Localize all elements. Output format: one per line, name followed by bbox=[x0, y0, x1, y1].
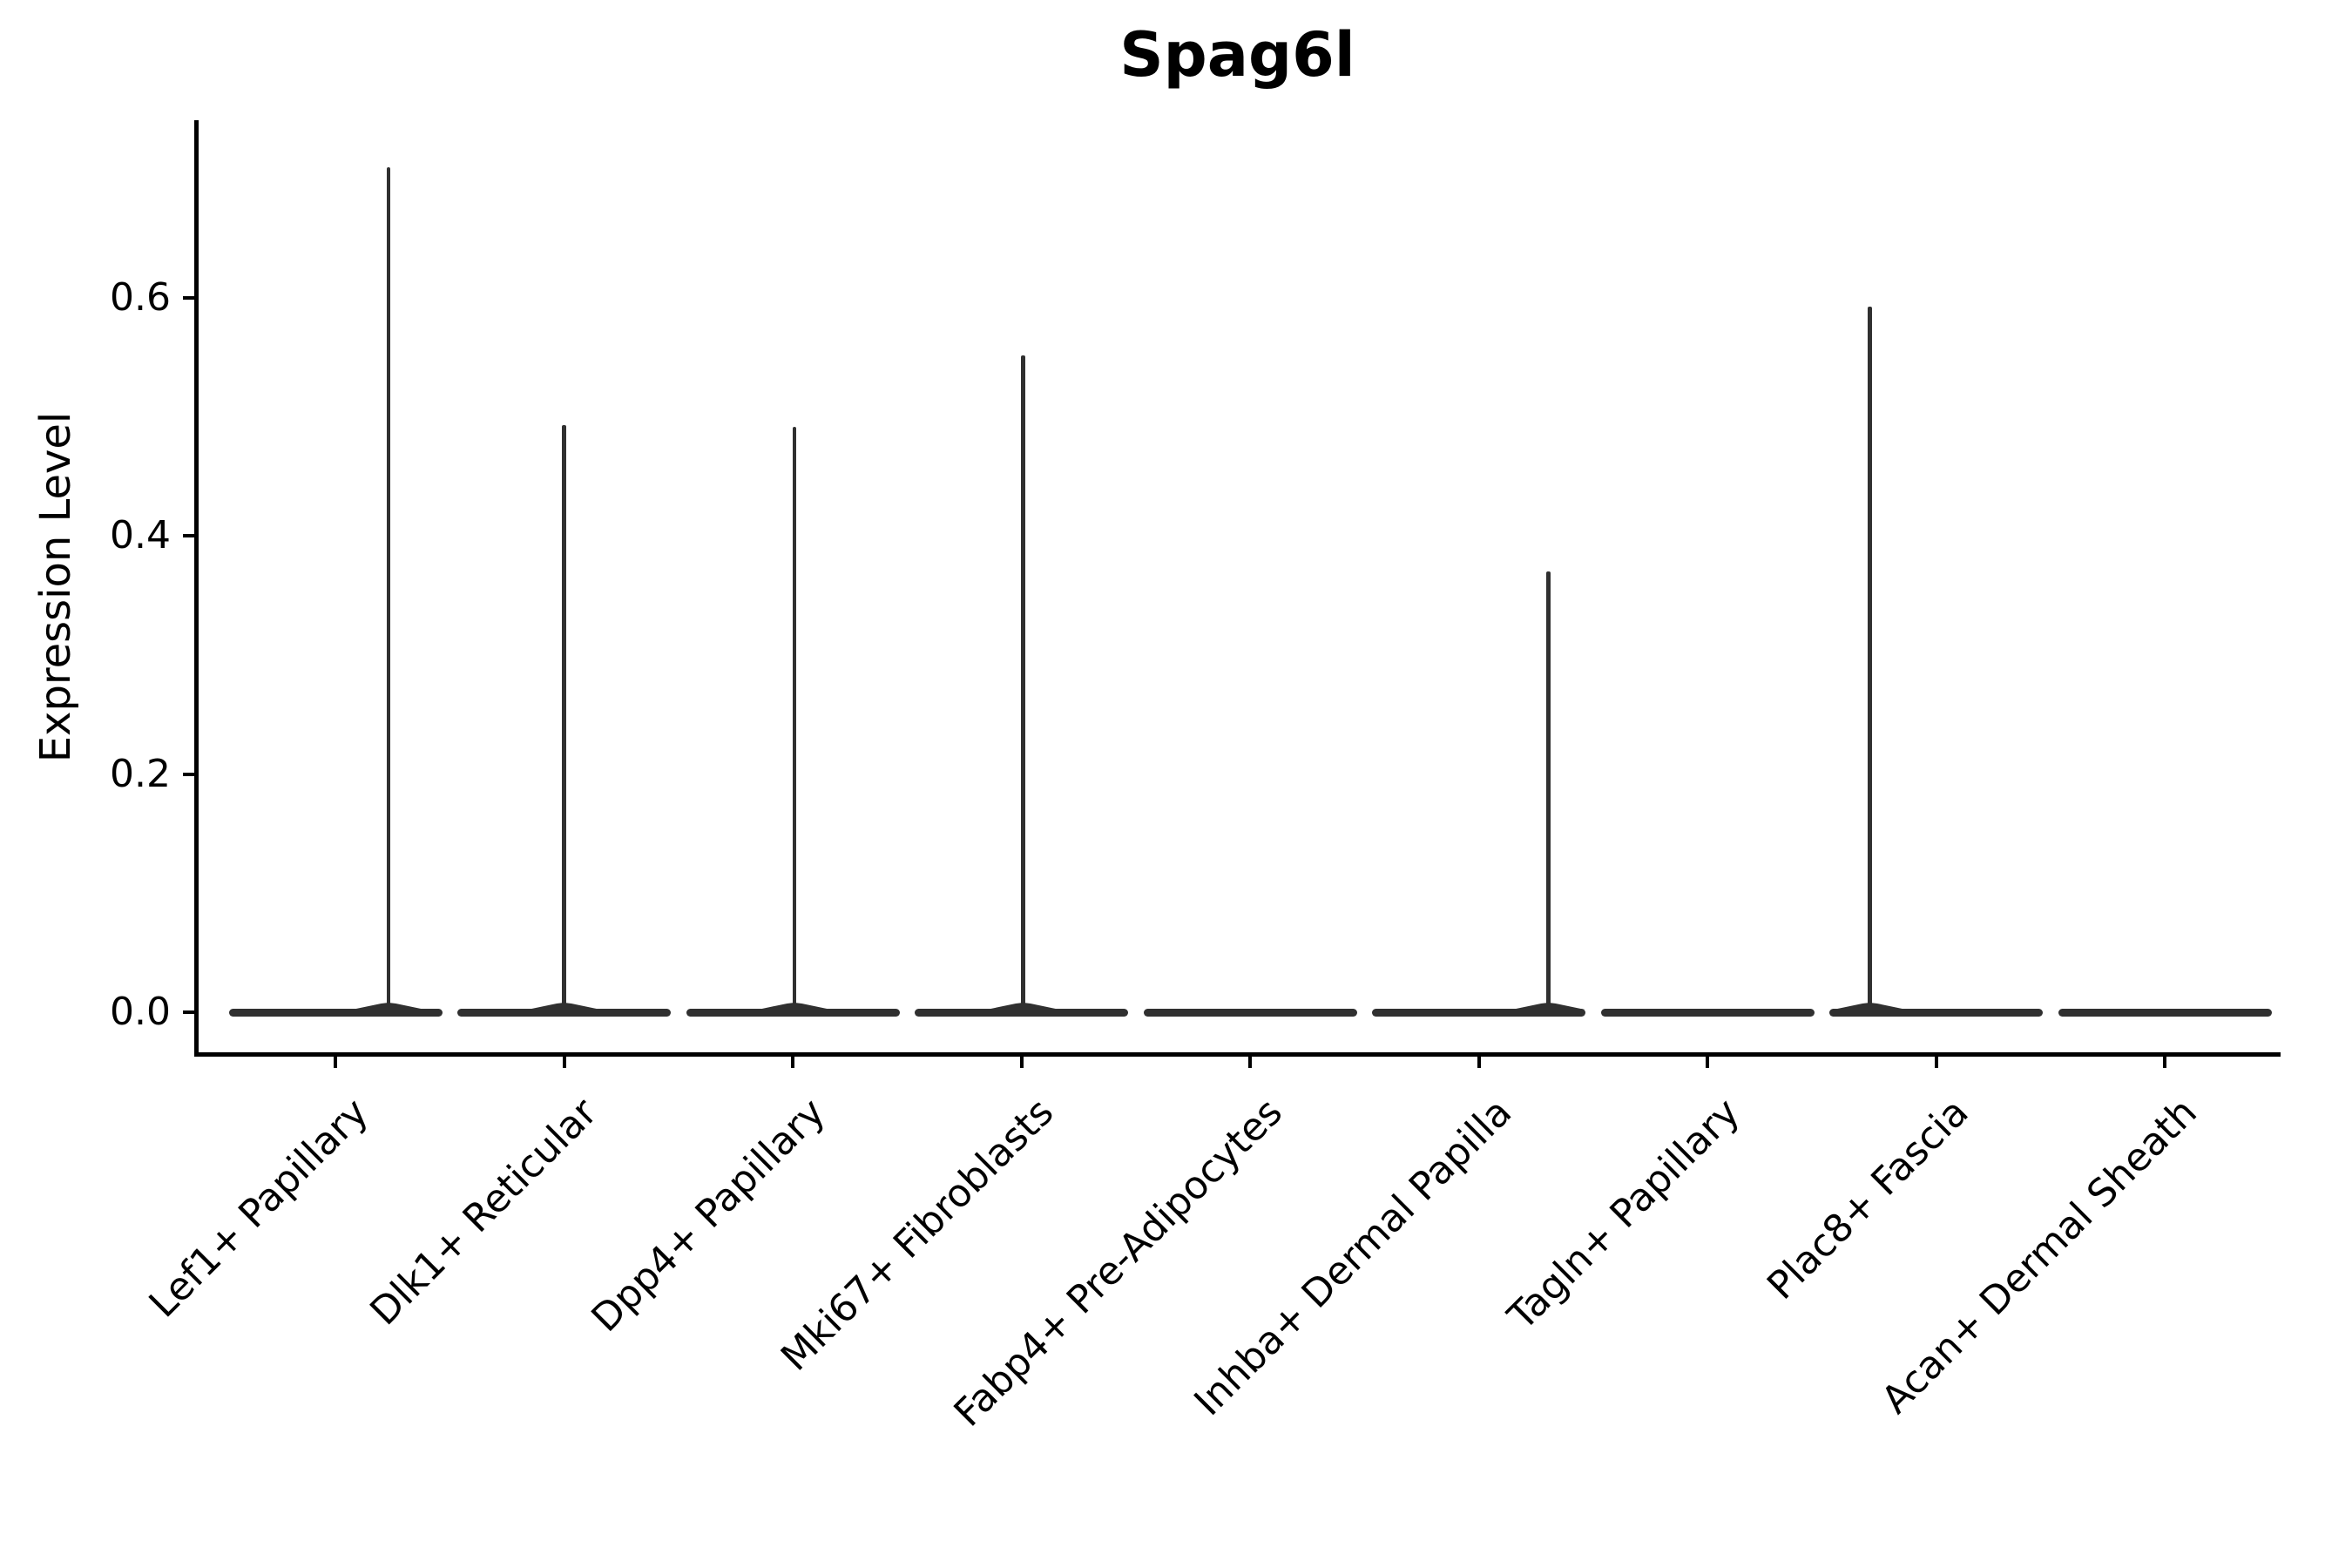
x-tick-mark bbox=[1477, 1057, 1481, 1068]
y-tick-mark bbox=[183, 296, 194, 301]
violin-spike bbox=[1868, 306, 1872, 1010]
y-tick-label: 0.6 bbox=[110, 275, 171, 321]
violin-spike bbox=[792, 426, 797, 1010]
violin-body bbox=[1372, 1008, 1585, 1017]
violin-body bbox=[915, 1008, 1128, 1017]
violin-body bbox=[1143, 1008, 1357, 1017]
violin-body bbox=[1600, 1008, 1815, 1017]
x-tick-label: Lef1+ Papillary bbox=[140, 1090, 377, 1327]
x-tick-label: Dpp4+ Papillary bbox=[583, 1090, 835, 1341]
violin-body bbox=[228, 1008, 443, 1017]
violin-body bbox=[457, 1008, 671, 1017]
y-tick-label: 0.4 bbox=[110, 513, 171, 558]
y-tick-mark bbox=[183, 534, 194, 538]
y-tick-label: 0.2 bbox=[110, 751, 171, 796]
x-tick-label: Plac8+ Fascia bbox=[1759, 1090, 1977, 1308]
x-tick-mark bbox=[2163, 1057, 2166, 1068]
x-tick-mark bbox=[1019, 1057, 1024, 1068]
y-tick-mark bbox=[183, 772, 194, 776]
x-tick-mark bbox=[1706, 1057, 1709, 1068]
y-tick-label: 0.0 bbox=[110, 990, 171, 1034]
violin-spike bbox=[386, 166, 391, 1010]
violin-spike bbox=[562, 425, 566, 1010]
x-tick-mark bbox=[562, 1057, 566, 1068]
violin-body bbox=[686, 1008, 900, 1017]
chart-title: Spag6l bbox=[1119, 19, 1355, 91]
x-tick-mark bbox=[1248, 1057, 1252, 1068]
violin-spike bbox=[1546, 571, 1551, 1010]
y-tick-mark bbox=[183, 1010, 194, 1014]
x-tick-label: Tagln+ Papillary bbox=[1499, 1090, 1749, 1339]
x-axis-spine bbox=[194, 1052, 2281, 1057]
y-axis-spine bbox=[194, 120, 199, 1057]
violin-spike bbox=[1021, 355, 1025, 1010]
violin-body bbox=[2058, 1008, 2272, 1017]
x-tick-mark bbox=[1934, 1057, 1938, 1068]
x-tick-label: Dlk1+ Reticular bbox=[361, 1090, 605, 1335]
x-tick-mark bbox=[791, 1057, 794, 1068]
violin-body bbox=[1829, 1008, 2043, 1017]
x-tick-mark bbox=[334, 1057, 337, 1068]
